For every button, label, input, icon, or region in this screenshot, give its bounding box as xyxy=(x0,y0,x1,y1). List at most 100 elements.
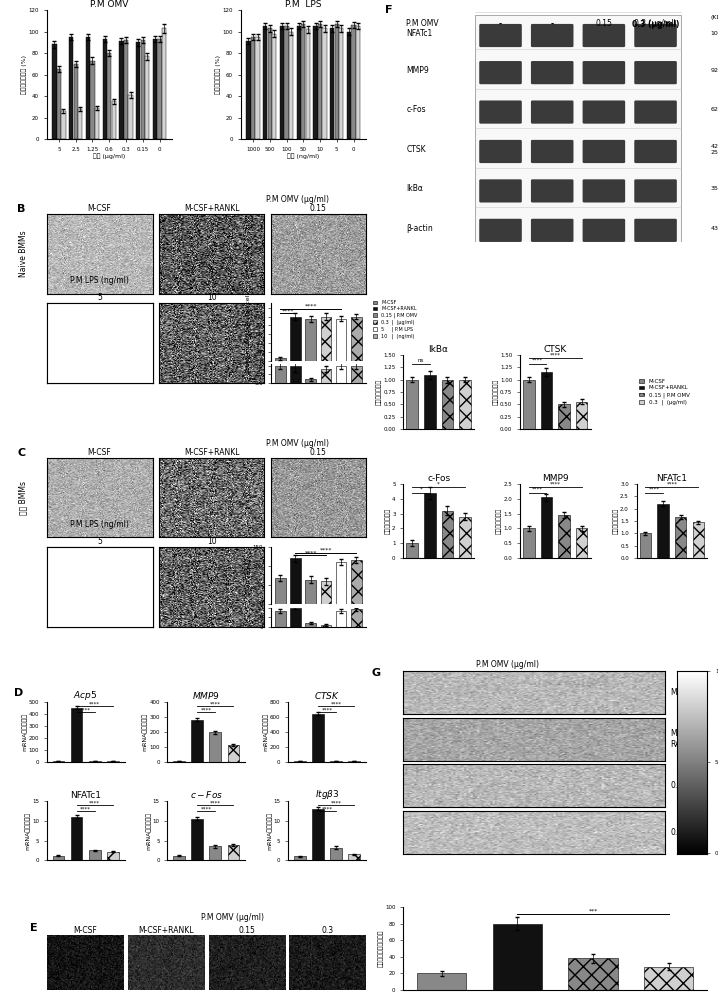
Bar xyxy=(290,558,301,604)
Text: 42
25: 42 25 xyxy=(710,144,718,155)
FancyBboxPatch shape xyxy=(634,61,677,84)
Text: P.M OMV: P.M OMV xyxy=(406,19,439,28)
Text: CTSK: CTSK xyxy=(406,145,426,154)
Bar xyxy=(69,37,73,139)
Bar xyxy=(86,37,90,139)
Y-axis label: 蛋白相对表达量: 蛋白相对表达量 xyxy=(497,508,502,534)
Bar xyxy=(640,533,651,558)
Title: $\it{CTSK}$: $\it{CTSK}$ xyxy=(314,690,340,701)
Title: $\it{c-Fos}$: $\it{c-Fos}$ xyxy=(190,789,223,800)
FancyBboxPatch shape xyxy=(634,219,677,242)
Title: MMP9: MMP9 xyxy=(542,474,569,483)
FancyBboxPatch shape xyxy=(479,140,522,163)
Text: ****: **** xyxy=(89,701,100,706)
Title: 0.15: 0.15 xyxy=(238,926,255,935)
Bar xyxy=(90,61,95,139)
Bar xyxy=(442,511,453,558)
FancyBboxPatch shape xyxy=(582,24,625,47)
Bar xyxy=(290,608,301,627)
Bar xyxy=(320,317,331,361)
Bar xyxy=(336,611,346,627)
FancyBboxPatch shape xyxy=(479,179,522,203)
Y-axis label: mRNA相对表达量: mRNA相对表达量 xyxy=(22,712,27,751)
Text: ****: **** xyxy=(550,353,561,358)
X-axis label: 浓度 (ng/ml): 浓度 (ng/ml) xyxy=(287,153,320,159)
Bar xyxy=(228,845,239,860)
Bar xyxy=(347,32,351,139)
Bar xyxy=(107,53,111,139)
Bar xyxy=(424,375,436,429)
Text: 0.3 (μg/ml): 0.3 (μg/ml) xyxy=(634,19,677,28)
Bar xyxy=(336,562,346,604)
FancyBboxPatch shape xyxy=(582,219,625,242)
Text: ****: **** xyxy=(304,550,317,555)
Y-axis label: 细胞活力百分比 (%): 细胞活力百分比 (%) xyxy=(215,55,221,94)
Y-axis label: mRNA相对表达量: mRNA相对表达量 xyxy=(142,712,148,751)
Text: 0.15: 0.15 xyxy=(670,781,687,790)
FancyBboxPatch shape xyxy=(479,61,522,84)
Bar xyxy=(173,856,185,860)
Bar xyxy=(348,854,360,860)
Text: P.M OMV (μg/ml): P.M OMV (μg/ml) xyxy=(266,439,329,448)
Title: P.M  LPS: P.M LPS xyxy=(285,0,322,9)
Text: C: C xyxy=(17,448,25,458)
Bar xyxy=(559,515,570,558)
Bar xyxy=(191,819,203,860)
FancyBboxPatch shape xyxy=(475,15,681,242)
Text: ****: **** xyxy=(304,304,317,309)
FancyBboxPatch shape xyxy=(531,140,574,163)
Text: β-actin: β-actin xyxy=(406,224,433,233)
Bar xyxy=(52,856,65,860)
FancyBboxPatch shape xyxy=(531,179,574,203)
Text: *: * xyxy=(437,482,440,487)
Bar xyxy=(62,111,65,139)
Bar xyxy=(576,528,587,558)
Bar xyxy=(330,848,342,860)
Bar xyxy=(335,24,339,139)
Bar xyxy=(210,846,221,860)
Bar xyxy=(70,708,83,762)
Title: M-CSF: M-CSF xyxy=(73,926,97,935)
Bar xyxy=(294,856,306,860)
Bar xyxy=(157,39,162,139)
Title: M-CSF+RANKL: M-CSF+RANKL xyxy=(184,204,239,213)
FancyBboxPatch shape xyxy=(582,140,625,163)
Bar xyxy=(210,732,221,762)
Bar xyxy=(256,37,260,139)
Bar xyxy=(74,64,78,139)
Y-axis label: 蛋白相对表达量: 蛋白相对表达量 xyxy=(613,508,619,534)
Text: M-CSF: M-CSF xyxy=(670,688,694,697)
Text: P.M LPS (ng/ml): P.M LPS (ng/ml) xyxy=(70,520,129,529)
Bar xyxy=(644,967,694,990)
Text: P.M LPS (ng/ml): P.M LPS (ng/ml) xyxy=(70,276,129,285)
FancyBboxPatch shape xyxy=(634,100,677,124)
Y-axis label: mRNA相对表达量: mRNA相对表达量 xyxy=(25,811,31,850)
Bar xyxy=(417,973,466,990)
Text: ****: **** xyxy=(201,806,212,811)
FancyBboxPatch shape xyxy=(531,61,574,84)
FancyBboxPatch shape xyxy=(479,24,522,47)
Bar xyxy=(339,28,343,139)
Y-axis label: 蛋白相对表达量: 蛋白相对表达量 xyxy=(385,508,391,534)
Bar xyxy=(280,26,284,139)
Bar xyxy=(305,379,316,383)
Bar xyxy=(153,39,157,139)
Text: 炎症 BMMs: 炎症 BMMs xyxy=(19,481,27,515)
Bar xyxy=(275,578,286,604)
Bar xyxy=(103,39,107,139)
Bar xyxy=(693,522,704,558)
Bar xyxy=(351,366,362,383)
Bar xyxy=(314,26,317,139)
Bar xyxy=(228,745,239,762)
Text: P.M OMV (μg/ml): P.M OMV (μg/ml) xyxy=(477,660,539,669)
FancyBboxPatch shape xyxy=(634,140,677,163)
Bar xyxy=(145,56,149,139)
Text: D: D xyxy=(14,688,23,698)
FancyBboxPatch shape xyxy=(479,100,522,124)
Text: G: G xyxy=(372,668,381,678)
Text: ****: **** xyxy=(210,800,221,805)
Text: 100: 100 xyxy=(710,31,718,36)
Bar xyxy=(263,26,267,139)
Text: *: * xyxy=(419,487,422,492)
Bar xyxy=(320,625,331,627)
